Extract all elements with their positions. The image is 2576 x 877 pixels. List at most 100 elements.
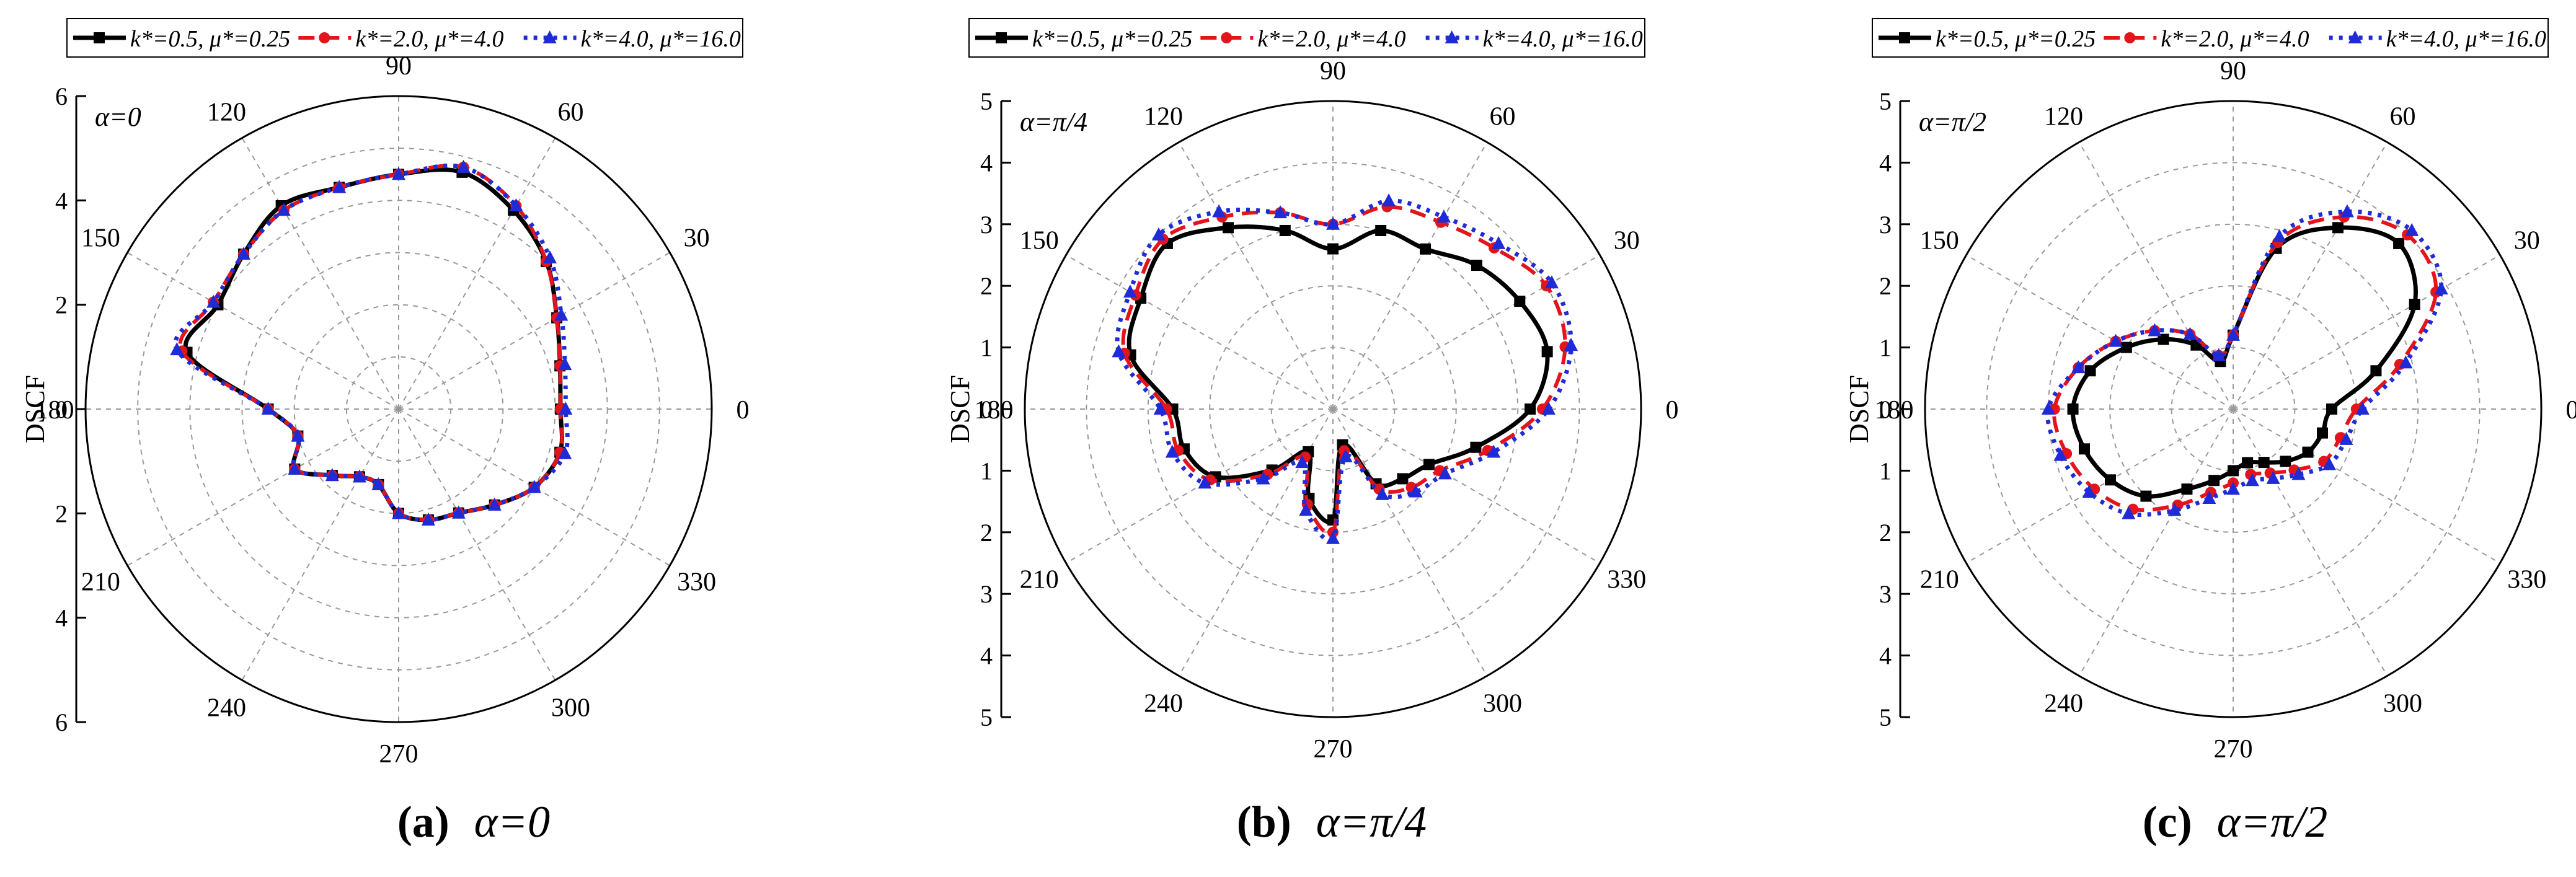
legend-label: k*=0.5, μ*=0.25	[1936, 26, 2096, 52]
legend-label: k*=0.5, μ*=0.25	[1032, 26, 1192, 52]
legend-label: k*=0.5, μ*=0.25	[130, 26, 290, 52]
angle-tick-label: 240	[207, 694, 246, 723]
angle-tick-label: 150	[1920, 227, 1959, 255]
angle-tick-label: 330	[677, 568, 716, 597]
angle-tick-label: 270	[379, 740, 418, 769]
series-point	[1223, 222, 1234, 233]
series-point	[1542, 346, 1553, 357]
radial-tick-label: 1	[1879, 334, 1892, 362]
angle-tick-label: 120	[207, 98, 246, 126]
grid-spoke	[1179, 143, 1334, 409]
grid-spoke	[1066, 255, 1333, 410]
series-point	[1212, 204, 1226, 217]
radial-tick-label: 2	[980, 272, 993, 300]
series-point	[1280, 225, 1291, 236]
legend-label: k*=4.0, μ*=16.0	[1483, 26, 1643, 52]
grid-spoke	[2233, 409, 2500, 563]
radial-tick-label: 4	[980, 149, 993, 177]
series-point	[1327, 244, 1339, 255]
radial-tick-label: 2	[980, 519, 993, 547]
angle-tick-label: 90	[386, 52, 412, 81]
angle-tick-label: 120	[1144, 102, 1183, 131]
angle-tick-label: 270	[2214, 735, 2253, 764]
series-line	[2073, 227, 2415, 496]
panel-annotation: α=0	[95, 102, 141, 132]
grid-spoke	[2233, 143, 2388, 409]
series-point	[1514, 296, 1525, 307]
angle-tick-label: 210	[1920, 566, 1959, 594]
angle-tick-label: 60	[558, 98, 584, 126]
angle-tick-label: 270	[1314, 735, 1353, 764]
angle-tick-label: 30	[2514, 227, 2540, 255]
angle-tick-label: 60	[2390, 102, 2416, 131]
caption-a: (a) α=0	[164, 796, 784, 848]
series-point	[2317, 428, 2328, 439]
series-point	[1423, 459, 1435, 470]
series-line	[180, 165, 562, 520]
series-point	[2409, 299, 2420, 310]
series-point	[1470, 442, 1481, 453]
series-point	[2181, 483, 2192, 495]
series-line	[1123, 207, 1565, 534]
series-point	[2079, 443, 2090, 454]
legend-marker	[94, 32, 105, 43]
radial-tick-label: 1	[1879, 457, 1892, 485]
series-point	[1375, 225, 1386, 236]
caption-b-label: (b)	[1237, 797, 1291, 847]
grid-spoke	[2079, 409, 2234, 676]
caption-c-expr: α=π/2	[2217, 797, 2327, 847]
series-point	[2259, 457, 2270, 468]
series-point	[2393, 238, 2404, 249]
angle-tick-label: 300	[2383, 690, 2422, 718]
angle-tick-label: 300	[1483, 690, 1522, 718]
radial-tick-label: 1	[980, 457, 993, 485]
radial-tick-label: 1	[980, 334, 993, 362]
angle-tick-label: 150	[1020, 227, 1059, 255]
radial-tick-label: 2	[1879, 272, 1892, 300]
radial-tick-label: 4	[980, 642, 993, 670]
caption-c-label: (c)	[2143, 797, 2192, 847]
radial-tick-label: 3	[1879, 580, 1892, 608]
legend-marker	[2124, 32, 2135, 43]
series-point	[2085, 365, 2096, 376]
angle-tick-label: 90	[1320, 57, 1346, 86]
series-point	[2242, 457, 2253, 468]
radial-tick-label: 5	[1879, 87, 1892, 115]
series-point	[1420, 244, 1431, 255]
series-point	[2303, 447, 2314, 458]
series-point	[2105, 474, 2116, 485]
grid-spoke	[2233, 255, 2500, 410]
legend-marker	[1221, 32, 1232, 43]
y-axis-label: DSCF	[945, 375, 975, 443]
polar-chart-b: k*=0.5, μ*=0.25 k*=2.0, μ*=4.0 k*=4.0, μ*=…	[945, 19, 1679, 764]
radial-tick-label: 0	[1879, 395, 1892, 423]
caption-a-label: (a)	[397, 797, 449, 847]
y-axis-label: DSCF	[20, 375, 50, 443]
angle-tick-label: 210	[1020, 566, 1059, 594]
caption-a-expr: α=0	[474, 797, 550, 847]
panel-annotation: α=π/4	[1020, 107, 1087, 137]
series-point	[1437, 209, 1451, 223]
radial-tick-label: 2	[55, 500, 68, 527]
grid-spoke	[399, 409, 555, 680]
radial-tick-label: 0	[980, 395, 993, 423]
caption-c: (c) α=π/2	[1925, 796, 2545, 848]
angle-tick-label: 60	[1490, 102, 1516, 131]
legend: k*=0.5, μ*=0.25 k*=2.0, μ*=4.0 k*=4.0, μ*=…	[969, 19, 1645, 57]
radial-tick-label: 4	[55, 604, 68, 632]
panel-annotation: α=π/2	[1919, 107, 1986, 137]
series-line	[185, 170, 562, 520]
angle-tick-label: 240	[2044, 690, 2083, 718]
radial-tick-label: 2	[1879, 519, 1892, 547]
legend-label: k*=2.0, μ*=4.0	[355, 26, 503, 52]
series-point	[2332, 222, 2344, 233]
radial-tick-label: 0	[55, 395, 68, 423]
angle-tick-label: 0	[737, 396, 750, 425]
angle-tick-label: 210	[81, 568, 120, 597]
legend-label: k*=2.0, μ*=4.0	[1257, 26, 1405, 52]
series-point	[1397, 473, 1408, 484]
series-point	[2068, 403, 2079, 415]
radial-tick-label: 6	[55, 708, 68, 736]
